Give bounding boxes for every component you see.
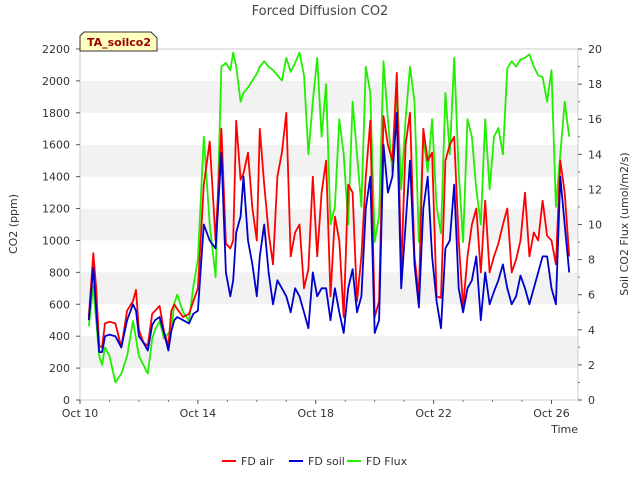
y2-tick-label: 0	[588, 394, 595, 407]
annotation-text: TA_soilco2	[87, 36, 151, 49]
y-tick-label: 400	[49, 330, 70, 343]
legend-label: FD Flux	[366, 455, 408, 468]
y2-tick-label: 14	[588, 148, 602, 161]
legend-label: FD soil	[308, 455, 345, 468]
y-tick-label: 1600	[42, 139, 70, 152]
x-tick-label: Oct 22	[415, 407, 452, 420]
y2-tick-label: 18	[588, 78, 602, 91]
grid-band	[80, 368, 578, 400]
y-axis-right: 0 2 4 6 8 10 12 14 16 18 20	[578, 43, 602, 407]
x-axis: Oct 10 Oct 14 Oct 18 Oct 22 Oct 26	[62, 400, 570, 420]
x-axis-label: Time	[550, 423, 578, 436]
y-axis-label: CO2 (ppm)	[7, 194, 20, 254]
y-tick-label: 200	[49, 362, 70, 375]
annotation-box: TA_soilco2	[79, 31, 158, 52]
legend-item: FD soil	[289, 455, 345, 468]
x-tick-label: Oct 26	[533, 407, 570, 420]
y2-tick-label: 12	[588, 183, 602, 196]
y-tick-label: 0	[63, 394, 70, 407]
y-tick-label: 1200	[42, 203, 70, 216]
annotation-box-shape	[79, 31, 158, 52]
x-tick-label: Oct 10	[62, 407, 99, 420]
y2-tick-label: 4	[588, 324, 595, 337]
series-layer	[87, 51, 571, 384]
legend-item: FD air	[222, 455, 274, 468]
y-tick-label: 600	[49, 298, 70, 311]
y2-tick-label: 2	[588, 359, 595, 372]
y-tick-label: 800	[49, 266, 70, 279]
grid-band	[80, 80, 578, 113]
y2-axis-label: Soil CO2 Flux (umol/m2/s)	[618, 152, 631, 295]
legend-label: FD air	[241, 455, 274, 468]
chart-title: Forced Diffusion CO2	[252, 4, 389, 19]
x-tick-label: Oct 14	[180, 407, 217, 420]
y-tick-label: 1000	[42, 234, 70, 247]
y-tick-label: 1400	[42, 171, 70, 184]
y2-tick-label: 6	[588, 289, 595, 302]
y-tick-label: 1800	[42, 107, 70, 120]
y2-tick-label: 8	[588, 254, 595, 267]
legend-item: FD Flux	[347, 455, 408, 468]
legend: FD air FD soil FD Flux	[222, 455, 408, 468]
grid-band	[80, 49, 578, 81]
y2-tick-label: 16	[588, 113, 602, 126]
y-axis-left: 0 200 400 600 800 1000 1200 1400 1600 1800 2000 220…	[42, 43, 80, 407]
grid-band	[80, 336, 578, 369]
series-line-fd-soil	[87, 111, 571, 354]
grid-band	[80, 112, 578, 145]
x-tick-label: Oct 18	[297, 407, 334, 420]
y2-tick-label: 10	[588, 219, 602, 232]
y2-tick-label: 20	[588, 43, 602, 56]
y-tick-label: 2200	[42, 43, 70, 56]
y-tick-label: 2000	[42, 75, 70, 88]
